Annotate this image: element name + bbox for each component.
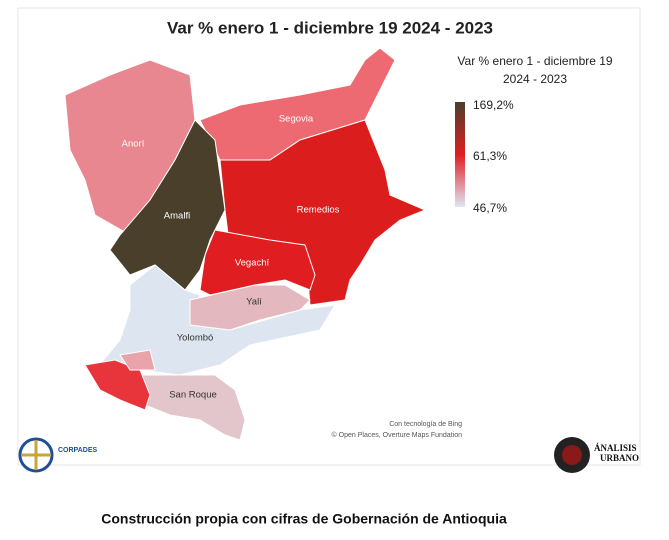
legend-title: Var % enero 1 - diciembre 19 — [457, 54, 613, 68]
region-label: Segovia — [279, 114, 314, 125]
region-label: Remedios — [297, 205, 340, 216]
legend-title: 2024 - 2023 — [503, 72, 567, 86]
region-yali — [189, 284, 311, 331]
region-small — [119, 349, 156, 371]
region-labels: Anorí Segovia Amalfi Remedios Vegachí Ya… — [122, 114, 340, 401]
logo-corpades: CORPADES — [18, 437, 97, 473]
region-label: Anorí — [122, 139, 145, 150]
attribution: © Open Places, Overture Maps Fundation — [332, 431, 463, 439]
attribution: Con tecnología de Bing — [389, 421, 462, 428]
region-vegachi — [199, 229, 316, 296]
caption: Construcción propia con cifras de Gobern… — [101, 511, 507, 527]
logo-text: URBANO — [600, 453, 639, 463]
legend: Var % enero 1 - diciembre 19 2024 - 2023… — [455, 54, 613, 215]
region-label: San Roque — [169, 390, 217, 401]
map-title: Var % enero 1 - diciembre 19 2024 - 2023 — [167, 18, 493, 37]
logo-analisis-urbano: ÁNALISIS URBANO — [554, 437, 639, 473]
logo-text: ÁNALISIS — [594, 443, 637, 453]
legend-label: 169,2% — [473, 98, 514, 112]
logo-text: CORPADES — [58, 447, 97, 454]
region-label: Vegachí — [235, 258, 270, 269]
legend-label: 46,7% — [473, 201, 507, 215]
region-label: Amalfi — [164, 211, 190, 222]
map-regions — [64, 47, 427, 441]
region-label: Yalí — [246, 297, 262, 308]
legend-gradient — [455, 102, 465, 207]
region-southwest — [84, 359, 151, 411]
legend-label: 61,3% — [473, 149, 507, 163]
region-label: Yolombó — [177, 333, 214, 344]
